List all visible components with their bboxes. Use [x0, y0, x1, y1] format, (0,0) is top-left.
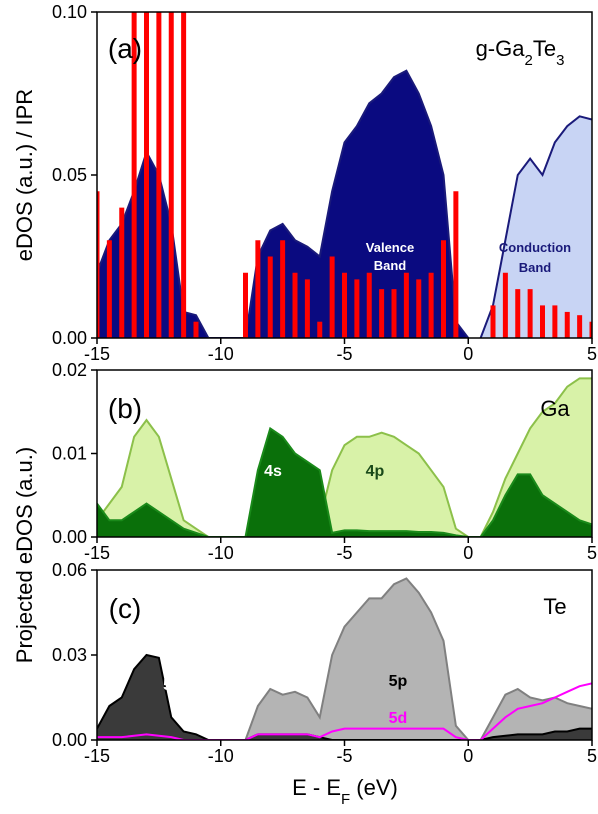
- x-tick-label: -5: [336, 746, 352, 766]
- annotation: 4s: [264, 463, 282, 480]
- annotation: 4p: [366, 463, 385, 480]
- annotation: Valence: [366, 240, 414, 255]
- y-tick-label: 0.02: [52, 360, 87, 380]
- series-line: [97, 377, 592, 537]
- plot-area: [97, 577, 592, 740]
- x-tick-label: -15: [84, 746, 110, 766]
- annotation: Te: [543, 594, 566, 619]
- x-tick-label: 0: [463, 344, 473, 364]
- area-fill: [97, 378, 592, 537]
- y-tick-label: 0.00: [52, 730, 87, 750]
- area-fill: [97, 578, 592, 740]
- y-tick-label: 0.01: [52, 444, 87, 464]
- annotation: (b): [108, 393, 142, 424]
- y-axis-label: eDOS (a.u.) / IPR: [12, 89, 37, 261]
- annotation: (a): [108, 33, 142, 64]
- annotation: Conduction: [499, 240, 571, 255]
- y-tick-label: 0.06: [52, 560, 87, 580]
- annotation: Band: [374, 258, 407, 273]
- x-tick-label: -15: [84, 344, 110, 364]
- y-tick-label: 0.05: [52, 165, 87, 185]
- x-axis-label-part: E - E: [292, 775, 341, 800]
- x-tick-label: -5: [336, 543, 352, 563]
- y-tick-label: 0.03: [52, 645, 87, 665]
- title-sub: 3: [556, 52, 564, 69]
- annotation: 5d: [389, 710, 408, 727]
- panel: -15 -10 -5 0 5 0.00 0.05 0.10 (a) Valence Band Cond…: [52, 2, 597, 364]
- annotation: Ga: [540, 396, 570, 421]
- x-tick-label: -10: [208, 543, 234, 563]
- y-tick-label: 0.00: [52, 328, 87, 348]
- annotation: 5p: [389, 673, 408, 690]
- annotation: Band: [519, 260, 552, 275]
- series-line: [97, 682, 592, 740]
- annotation: 5s: [163, 677, 181, 694]
- chart-title: g-Ga2Te3: [476, 36, 565, 69]
- y-tick-label: 0.10: [52, 2, 87, 22]
- title-part: Te: [533, 36, 556, 61]
- x-tick-label: 5: [587, 543, 597, 563]
- title-part: g-Ga: [476, 36, 526, 61]
- area-fill: [97, 428, 592, 537]
- panel: -15 -10 -5 0 5 0.00 0.01 0.02 (b) Ga 4s 4p: [52, 360, 597, 563]
- x-tick-label: -5: [336, 344, 352, 364]
- series-line: [97, 653, 592, 740]
- x-axis-label: E - EF (eV): [292, 775, 398, 808]
- plot-area: [97, 377, 592, 537]
- series-line: [479, 115, 592, 338]
- panel: -15 -10 -5 0 5 0.00 0.03 0.06 (c) Te 5s 5p 5d: [52, 560, 597, 766]
- plot-area: [97, 12, 592, 338]
- y-axis-label: Projected eDOS (a.u.): [12, 447, 37, 663]
- area-fill: [480, 116, 592, 338]
- area-fill: [97, 70, 469, 338]
- x-tick-label: -10: [208, 344, 234, 364]
- x-axis-label-part: (eV): [350, 775, 398, 800]
- y-tick-label: 0.00: [52, 527, 87, 547]
- title-sub: 2: [524, 52, 532, 69]
- x-tick-label: 0: [463, 543, 473, 563]
- x-tick-label: 5: [587, 344, 597, 364]
- x-axis-label-sub: F: [341, 791, 350, 808]
- x-tick-label: 0: [463, 746, 473, 766]
- x-tick-label: 5: [587, 746, 597, 766]
- annotation: (c): [109, 593, 142, 624]
- x-tick-label: -15: [84, 543, 110, 563]
- x-tick-label: -10: [208, 746, 234, 766]
- series-line: [97, 426, 592, 537]
- area-fill: [97, 655, 592, 740]
